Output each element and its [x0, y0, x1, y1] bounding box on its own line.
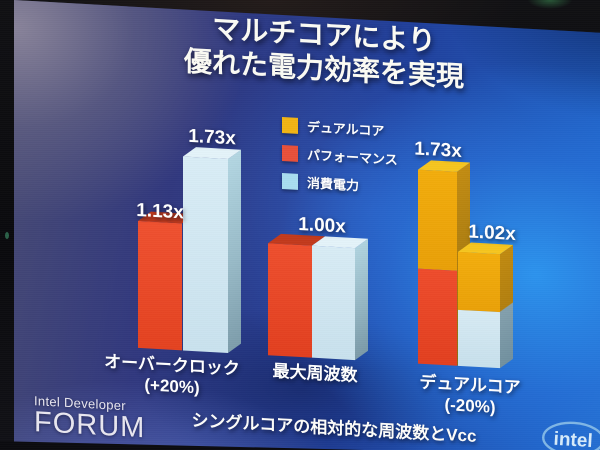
value-label-dualcore-performance: 1.73x	[414, 138, 462, 163]
category-label-dualcore: デュアルコア (-20%)	[395, 370, 545, 420]
slide-title: マルチコアにより 優れた電力効率を実現	[44, 3, 600, 102]
category-label-maxfreq: 最大周波数	[240, 359, 390, 388]
background-exit-glow	[520, 0, 580, 12]
bar-segment-power	[312, 245, 355, 361]
chart-legend: デュアルコア パフォーマンス 消費電力	[282, 115, 398, 205]
bar-segment-power	[183, 156, 228, 353]
svg-text:intel: intel	[553, 429, 593, 450]
bar-segment-dualcore	[458, 251, 500, 313]
value-label-dualcore-power: 1.02x	[468, 221, 516, 246]
bar-side-face	[228, 149, 241, 353]
value-label-maxfreq: 1.00x	[298, 213, 346, 238]
bar-overclock-performance	[138, 211, 195, 351]
legend-swatch-performance-icon	[282, 144, 298, 162]
legend-swatch-power-icon	[282, 172, 298, 190]
legend-swatch-dualcore-icon	[282, 116, 298, 134]
bar-maxfreq-performance	[268, 233, 325, 358]
legend-label: 消費電力	[307, 175, 360, 194]
bar-side-face	[355, 238, 368, 361]
legend-label: デュアルコア	[307, 119, 385, 139]
background-led-dot	[5, 232, 9, 239]
idf-logo: Intel Developer FORUM	[34, 393, 146, 445]
bar-segment-performance	[138, 220, 182, 351]
category-label-overclock: オーバークロック (+20%)	[97, 351, 247, 401]
value-label-overclock-power: 1.73x	[188, 125, 236, 150]
category-text: 最大周波数	[272, 361, 358, 386]
legend-item-dualcore: デュアルコア	[282, 115, 398, 140]
idf-logo-line2: FORUM	[34, 406, 146, 445]
intel-swirl-icon: intel ®	[542, 421, 600, 450]
bar-side-face	[500, 244, 513, 369]
legend-item-power: 消費電力	[282, 171, 398, 196]
bar-overclock-power	[183, 146, 241, 353]
bar-maxfreq-power	[312, 236, 368, 361]
bar-segment-power	[458, 309, 500, 369]
value-label-overclock-performance: 1.13x	[136, 199, 184, 224]
bar-segment-performance	[268, 243, 312, 358]
bar-dualcore-performance	[418, 160, 470, 366]
projected-slide: マルチコアにより 優れた電力効率を実現 デュアルコア パフォーマンス 消費電力	[14, 0, 600, 450]
legend-label: パフォーマンス	[307, 147, 398, 168]
bar-segment-dualcore	[418, 169, 457, 271]
legend-item-performance: パフォーマンス	[282, 143, 398, 168]
bar-segment-performance	[418, 268, 457, 366]
intel-logo: intel ®	[539, 418, 600, 450]
bar-dualcore-power	[458, 242, 513, 369]
